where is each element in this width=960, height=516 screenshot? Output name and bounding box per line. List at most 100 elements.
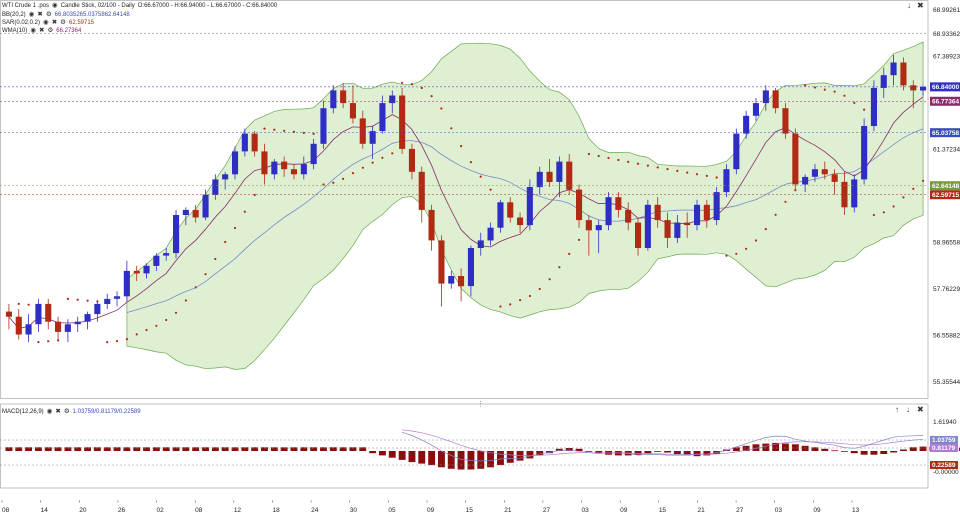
macd-histogram-bar xyxy=(182,447,190,451)
sar-dot xyxy=(676,169,679,172)
gear-icon[interactable]: ⚙ xyxy=(45,11,52,18)
sar-dot xyxy=(764,228,767,231)
close-icon[interactable]: ✖ xyxy=(917,405,924,414)
macd-histogram-bar xyxy=(673,451,681,454)
x-tick-label: 05 xyxy=(388,507,396,514)
x-tick-label: 09 xyxy=(813,507,821,514)
macd-legend: MACD(12,26,9) ◉ ✖ ⚙ 1.03759/0.81179/0.22… xyxy=(2,408,141,416)
candle-body xyxy=(281,161,288,170)
sar-dot xyxy=(735,252,738,255)
x-tick-label: 14 xyxy=(41,507,49,514)
x-tick-label: 08 xyxy=(195,507,203,514)
candle-body xyxy=(507,202,514,218)
arrow-up-icon[interactable]: ↑ xyxy=(895,405,899,414)
candle xyxy=(517,212,524,233)
candle xyxy=(84,311,91,330)
candle xyxy=(743,110,750,139)
candle xyxy=(428,204,435,251)
sar-dot xyxy=(568,252,571,255)
sar-dot xyxy=(813,86,817,89)
sar-dot xyxy=(794,189,797,192)
candle xyxy=(349,85,356,124)
eye-icon[interactable]: ◉ xyxy=(43,19,49,26)
price-tick-label: 61.37234 xyxy=(933,147,960,154)
sar-dot xyxy=(646,164,650,167)
candle xyxy=(153,253,160,271)
candle-body xyxy=(713,192,720,221)
sar-dot xyxy=(371,161,374,164)
candle-body xyxy=(104,298,111,304)
macd-histogram-bar xyxy=(644,451,652,454)
macd-histogram-bar xyxy=(310,447,318,451)
macd-histogram-bar xyxy=(841,451,848,452)
close-icon[interactable]: ✖ xyxy=(37,11,43,18)
candle-body xyxy=(45,303,52,322)
macd-histogram-bar xyxy=(703,451,711,456)
gear-icon[interactable]: ⚙ xyxy=(63,408,70,415)
macd-tick-label: -0.00000 xyxy=(933,469,959,476)
candle-body xyxy=(212,179,219,195)
candle xyxy=(782,103,789,139)
sar-dot xyxy=(627,160,630,163)
candle-body xyxy=(320,108,327,144)
eye-icon[interactable]: ◉ xyxy=(30,27,37,34)
candle-body xyxy=(556,161,563,182)
sar-dot xyxy=(656,166,659,169)
macd-histogram-bar xyxy=(595,451,603,454)
sar-dot xyxy=(106,341,109,344)
macd-histogram-bar xyxy=(231,447,239,451)
eye-icon[interactable]: ◉ xyxy=(52,2,58,9)
price-tag-box xyxy=(930,190,960,200)
price-tick-label: 55.35544 xyxy=(933,379,960,386)
candle-body xyxy=(792,133,799,185)
close-icon[interactable]: ✖ xyxy=(51,19,58,26)
close-icon[interactable]: ✖ xyxy=(917,1,924,10)
pane-resize-handle[interactable]: ⋮ xyxy=(477,401,484,408)
x-tick-label: 30 xyxy=(350,507,358,514)
macd-histogram-bar xyxy=(152,447,160,451)
candle-body xyxy=(241,133,248,152)
arrow-down-icon[interactable]: ↓ xyxy=(906,405,910,414)
eye-icon[interactable]: ◉ xyxy=(46,408,53,415)
candle-body xyxy=(192,209,199,218)
candle xyxy=(772,87,779,114)
candle-body xyxy=(723,169,730,193)
candle xyxy=(45,298,52,330)
candle-body xyxy=(644,204,651,248)
candle-body xyxy=(920,86,927,91)
candle xyxy=(399,87,406,154)
sar-dot xyxy=(922,179,925,182)
eye-icon[interactable]: ◉ xyxy=(28,11,35,18)
sar-dot xyxy=(489,188,492,191)
candle xyxy=(890,54,897,86)
candle-body xyxy=(5,311,12,317)
candle-body xyxy=(389,95,396,104)
x-tick-label: 21 xyxy=(504,507,512,514)
macd-histogram-bar xyxy=(890,451,898,453)
candle-body xyxy=(654,204,661,221)
candle-body xyxy=(133,270,140,274)
candle-body xyxy=(595,225,602,231)
macd-histogram-bar xyxy=(388,451,396,458)
sar-dot xyxy=(509,303,512,306)
macd-histogram-bar xyxy=(693,451,701,457)
macd-histogram-bar xyxy=(408,451,416,463)
price-tag-box xyxy=(930,181,960,191)
arrow-down-icon[interactable]: ↓ xyxy=(907,1,911,10)
close-icon[interactable]: ✖ xyxy=(39,27,45,34)
candle-body xyxy=(153,255,160,266)
price-tick-label: 57.76229 xyxy=(933,286,960,293)
candle xyxy=(369,126,376,160)
gear-icon[interactable]: ⚙ xyxy=(60,19,66,26)
gear-icon[interactable]: ⚙ xyxy=(47,27,54,34)
sar-dot xyxy=(66,297,69,300)
macd-tag-box xyxy=(930,436,958,444)
sar-dot xyxy=(519,299,522,302)
close-icon[interactable]: ✖ xyxy=(55,408,61,415)
candle xyxy=(723,164,730,198)
macd-histogram-bar xyxy=(497,451,504,466)
sar-dot xyxy=(165,318,168,322)
candle xyxy=(487,222,494,246)
macd-histogram-bar xyxy=(202,447,209,451)
macd-values: 1.03759/0.81179/0.22589 xyxy=(72,409,141,415)
